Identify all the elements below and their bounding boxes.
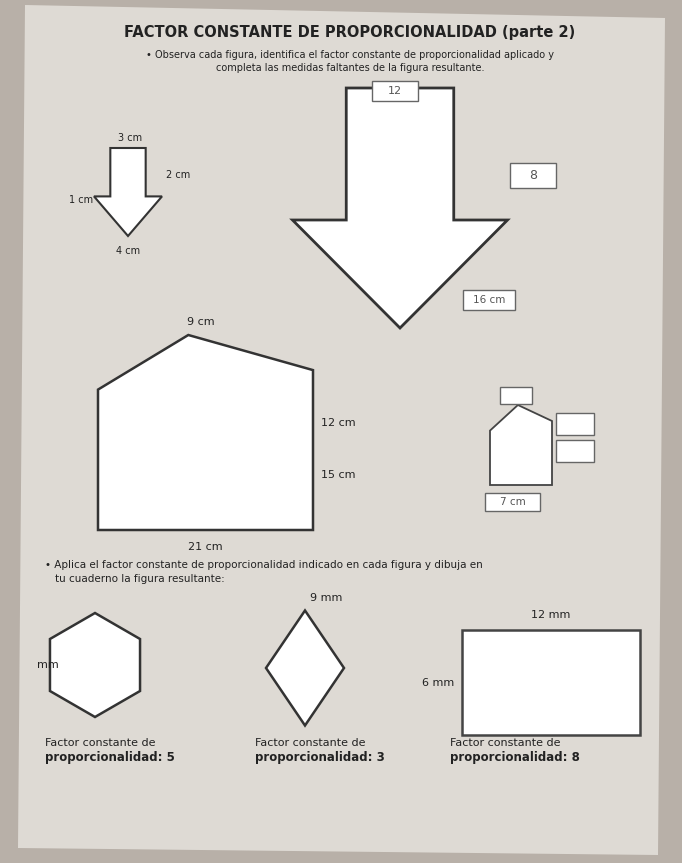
- Polygon shape: [18, 5, 665, 855]
- Text: 6 mm: 6 mm: [421, 677, 454, 688]
- Text: • Aplica el factor constante de proporcionalidad indicado en cada figura y dibuj: • Aplica el factor constante de proporci…: [45, 560, 483, 570]
- Text: 12: 12: [388, 86, 402, 96]
- Polygon shape: [500, 387, 532, 404]
- Polygon shape: [50, 613, 140, 717]
- Polygon shape: [510, 163, 556, 188]
- Text: 21 cm: 21 cm: [188, 542, 223, 552]
- Text: 12 cm: 12 cm: [321, 418, 355, 428]
- Polygon shape: [485, 493, 540, 511]
- Polygon shape: [556, 413, 594, 435]
- Text: 4 cm: 4 cm: [116, 246, 140, 256]
- Text: FACTOR CONSTANTE DE PROPORCIONALIDAD (parte 2): FACTOR CONSTANTE DE PROPORCIONALIDAD (pa…: [124, 24, 576, 40]
- Polygon shape: [463, 290, 515, 310]
- Polygon shape: [490, 405, 552, 485]
- Text: 3 cm: 3 cm: [118, 133, 142, 143]
- Text: tu cuaderno la figura resultante:: tu cuaderno la figura resultante:: [55, 574, 225, 584]
- Text: Factor constante de: Factor constante de: [450, 738, 561, 748]
- Polygon shape: [293, 88, 507, 328]
- Text: 15 cm: 15 cm: [321, 470, 355, 481]
- Polygon shape: [266, 610, 344, 726]
- Polygon shape: [98, 335, 313, 530]
- Text: 8: 8: [529, 169, 537, 182]
- Text: 16 cm: 16 cm: [473, 295, 505, 305]
- Text: 7 cm: 7 cm: [500, 497, 525, 507]
- Text: completa las medidas faltantes de la figura resultante.: completa las medidas faltantes de la fig…: [216, 63, 484, 73]
- Text: proporcionalidad: 5: proporcionalidad: 5: [45, 751, 175, 764]
- Text: 9 mm: 9 mm: [310, 593, 342, 603]
- Text: Factor constante de: Factor constante de: [45, 738, 155, 748]
- Polygon shape: [462, 630, 640, 735]
- Polygon shape: [372, 81, 418, 101]
- Text: proporcionalidad: 8: proporcionalidad: 8: [450, 751, 580, 764]
- Text: mm: mm: [37, 660, 59, 670]
- Text: Factor constante de: Factor constante de: [255, 738, 366, 748]
- Text: 12 mm: 12 mm: [531, 610, 571, 620]
- Text: proporcionalidad: 3: proporcionalidad: 3: [255, 751, 385, 764]
- Text: 9 cm: 9 cm: [188, 317, 215, 327]
- Text: 2 cm: 2 cm: [166, 170, 190, 180]
- Text: • Observa cada figura, identifica el factor constante de proporcionalidad aplica: • Observa cada figura, identifica el fac…: [146, 50, 554, 60]
- Polygon shape: [556, 440, 594, 462]
- Text: 1 cm: 1 cm: [69, 195, 93, 205]
- Polygon shape: [94, 148, 162, 236]
